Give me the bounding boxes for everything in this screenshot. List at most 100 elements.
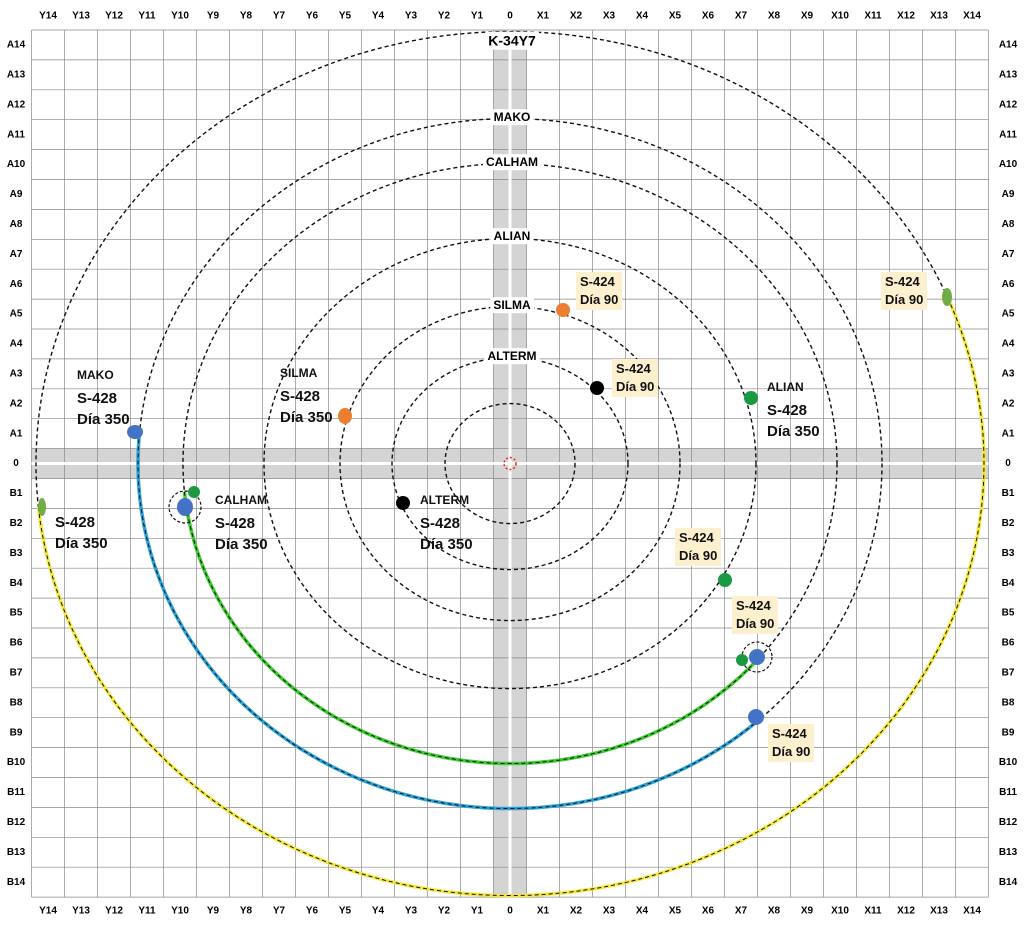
annotation-line: Día 90: [772, 744, 811, 759]
row-label: B12: [7, 817, 26, 828]
column-label: Y4: [372, 906, 385, 917]
row-label: A13: [999, 69, 1018, 80]
row-label: B11: [999, 787, 1017, 798]
column-label: X14: [963, 11, 981, 22]
annotation-line: S-428: [55, 514, 96, 531]
row-label: B10: [7, 757, 26, 768]
annotation-line: Día 90: [679, 548, 718, 563]
row-label: A14: [7, 40, 26, 51]
annotation-line: S-424: [885, 274, 920, 289]
row-label: B6: [1002, 638, 1015, 649]
column-label: 0: [507, 11, 513, 22]
annotation-line: Día 90: [885, 292, 924, 307]
annotation-line: S-424: [736, 598, 771, 613]
column-label: Y11: [138, 906, 156, 917]
column-label: X1: [537, 906, 550, 917]
planet-dot: [338, 408, 352, 424]
annotation-line: S-428: [215, 515, 256, 532]
row-label: B12: [999, 817, 1018, 828]
planet-dot: [127, 425, 143, 439]
planet-dot: [556, 303, 570, 317]
row-label: B4: [10, 578, 23, 589]
dot-ring: [168, 490, 202, 524]
column-label: 0: [507, 906, 513, 917]
column-label: Y1: [471, 906, 484, 917]
column-label: Y4: [372, 11, 385, 22]
planet-dot: [736, 654, 748, 666]
column-label: X1: [537, 11, 550, 22]
column-label: Y8: [240, 906, 253, 917]
column-label: Y11: [138, 11, 156, 22]
row-label: A11: [999, 129, 1017, 140]
column-label: X4: [636, 906, 649, 917]
column-label: Y10: [171, 906, 189, 917]
row-label: A3: [10, 368, 23, 379]
column-label: X12: [897, 11, 915, 22]
column-label: Y6: [306, 906, 319, 917]
column-label: X7: [735, 11, 748, 22]
column-label: X6: [702, 11, 715, 22]
column-label: X10: [831, 906, 849, 917]
row-label: A6: [1002, 279, 1015, 290]
row-label: 0: [13, 458, 19, 469]
annotation-line: Día 90: [736, 616, 775, 631]
column-label: X13: [930, 906, 948, 917]
row-label: A2: [1002, 398, 1015, 409]
column-label: X5: [669, 906, 682, 917]
column-label: X4: [636, 11, 649, 22]
column-label: X11: [864, 906, 882, 917]
row-label: B2: [10, 518, 23, 529]
annotation-line: S-428: [767, 402, 808, 419]
row-label: B8: [1002, 697, 1015, 708]
planet-dot: [748, 709, 764, 725]
row-label: A10: [999, 159, 1018, 170]
column-label: X11: [864, 11, 882, 22]
column-label: X9: [801, 906, 814, 917]
orbit-label: ALTERM: [487, 349, 536, 363]
annotation: CALHAM S-428 Día 350: [215, 491, 268, 555]
row-label: B7: [1002, 667, 1015, 678]
annotation-title: CALHAM: [215, 493, 267, 507]
row-label: A1: [10, 428, 23, 439]
row-label: A9: [1002, 189, 1015, 200]
annotation-line: Día 350: [280, 409, 333, 426]
row-label: B6: [10, 638, 23, 649]
annotation: S-424 Día 90: [768, 724, 815, 762]
annotation-title: ALIAN: [767, 380, 804, 394]
annotation: S-424 Día 90: [881, 272, 928, 310]
column-label: Y5: [339, 906, 352, 917]
row-label: B14: [999, 877, 1018, 888]
column-label: Y12: [105, 11, 123, 22]
orbit-label-bg: [490, 109, 534, 126]
row-label: A14: [999, 40, 1018, 51]
row-label: A4: [10, 339, 23, 350]
annotation-line: S-428: [420, 515, 461, 532]
column-label: Y8: [240, 11, 253, 22]
annotation: S-424 Día 90: [612, 359, 659, 397]
annotation-line: Día 350: [215, 536, 268, 553]
row-label: 0: [1005, 458, 1011, 469]
column-label: Y3: [405, 906, 418, 917]
annotation-line: Día 90: [616, 379, 655, 394]
column-label: Y14: [39, 906, 57, 917]
annotation: MAKO S-428 Día 350: [77, 366, 130, 430]
annotation-line: S-424: [679, 530, 714, 545]
planet-dot: [188, 486, 200, 498]
column-label: Y1: [471, 11, 484, 22]
column-label: Y3: [405, 11, 418, 22]
annotation-line: Día 350: [420, 536, 473, 553]
annotation-line: S-424: [772, 726, 807, 741]
annotation-title: ALTERM: [420, 493, 470, 507]
orbit-label-bg: [485, 31, 539, 50]
planet-dot: [38, 498, 46, 516]
column-label: X10: [831, 11, 849, 22]
center: [503, 456, 517, 471]
orbit-arc-dash: [37, 296, 985, 896]
annotation-title: SILMA: [280, 366, 318, 380]
planet-dot: [590, 381, 604, 395]
annotation-line: S-424: [616, 361, 651, 376]
row-label: A4: [1002, 339, 1015, 350]
row-label: A12: [999, 99, 1018, 110]
row-label: B10: [999, 757, 1018, 768]
